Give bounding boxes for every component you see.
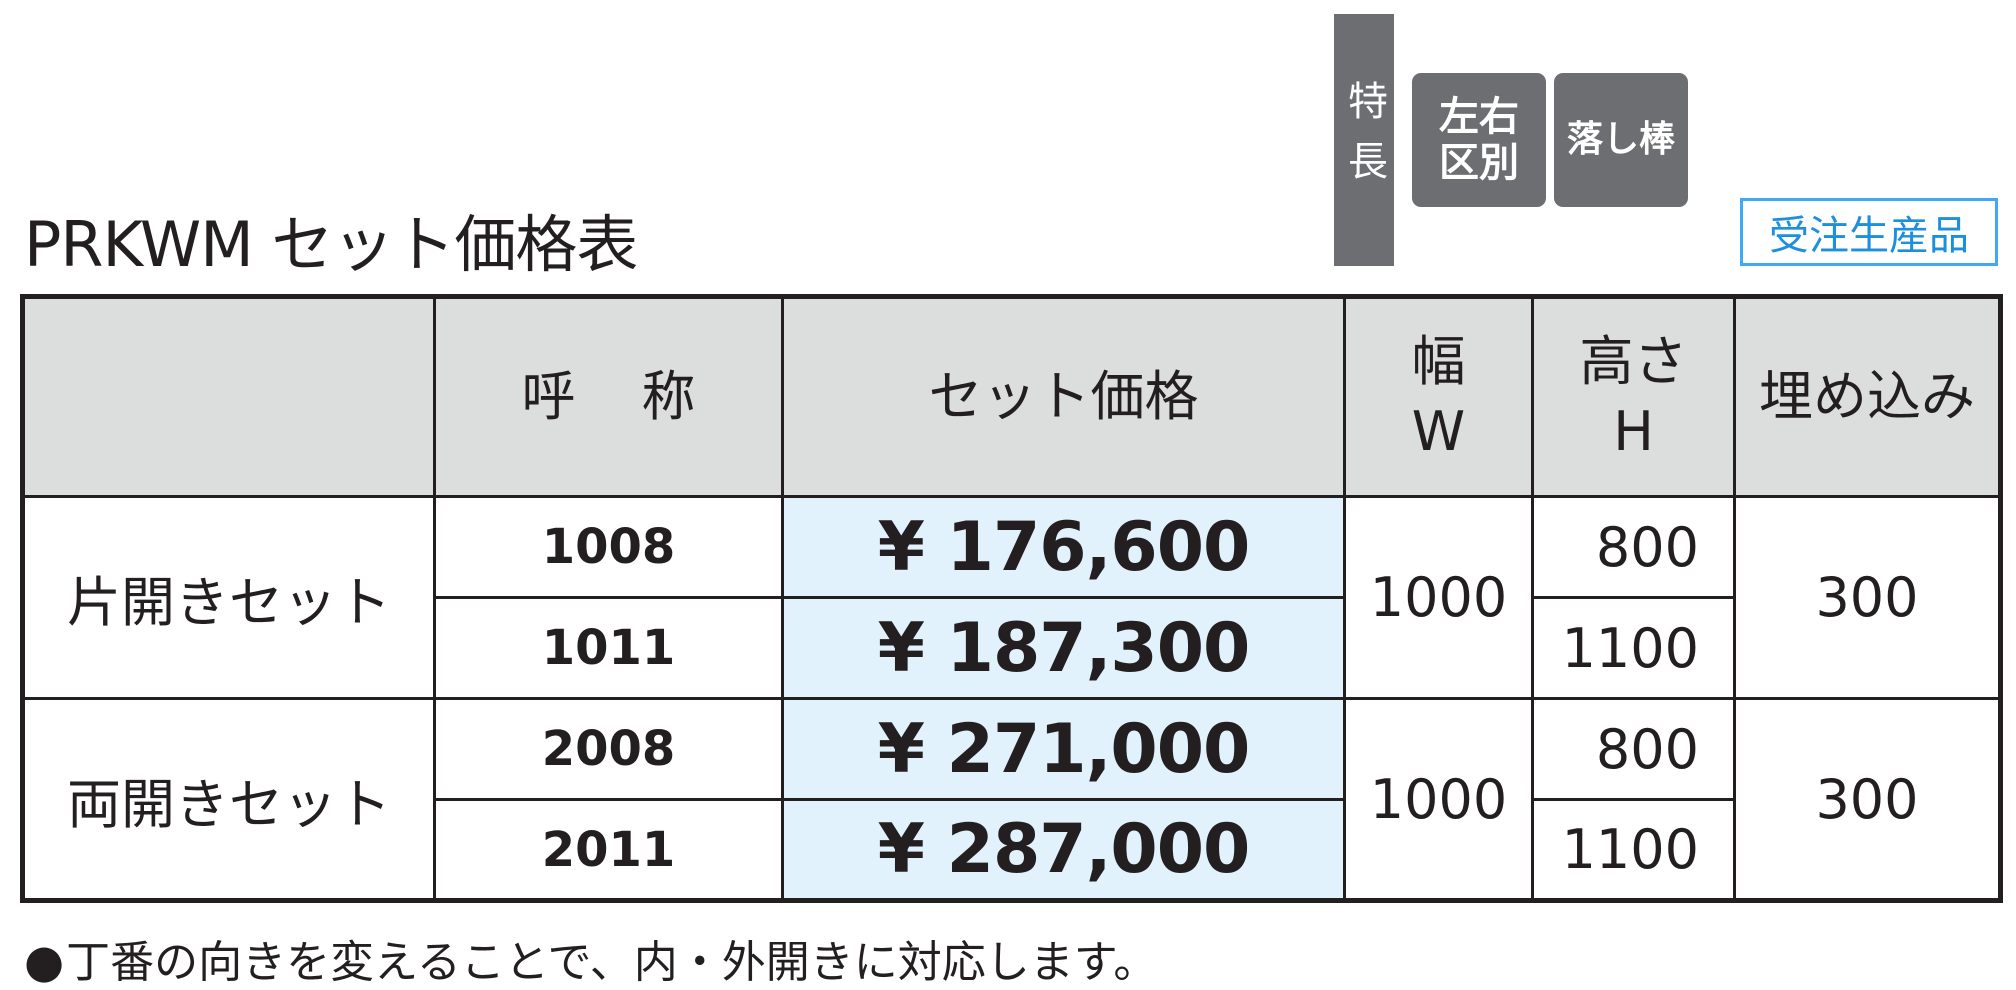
set-price: ¥ 176,600	[781, 495, 1346, 599]
feature-label: 特長	[1334, 14, 1394, 266]
set-price: ¥ 271,000	[781, 697, 1346, 801]
bullet-icon: ●	[24, 934, 65, 988]
header-height-symbol: H	[1613, 400, 1654, 463]
footnote: ●丁番の向きを変えることで、内・外開きに対応します。	[24, 926, 1157, 990]
header-price: セット価格	[781, 295, 1346, 498]
model-name: 1011	[433, 596, 784, 700]
height-value: 1100	[1531, 798, 1736, 902]
header-name: 呼称	[433, 295, 784, 498]
left-right-badge-label: 左右区別	[1439, 94, 1519, 186]
page-title: PRKWM セット価格表	[24, 208, 638, 281]
header-height-label: 高さ	[1579, 330, 1688, 393]
height-value: 800	[1531, 697, 1736, 801]
embed-value: 300	[1733, 495, 2002, 700]
set-price: ¥ 287,000	[781, 798, 1346, 902]
model-name: 2008	[433, 697, 784, 801]
header-width-label: 幅	[1411, 330, 1466, 393]
group-label: 両開きセット	[21, 697, 436, 902]
header-width-symbol: W	[1411, 400, 1466, 463]
header-empty-cell	[21, 295, 436, 498]
width-value: 1000	[1343, 495, 1534, 700]
table-row: 2011 ¥ 287,000 1100	[23, 798, 2001, 902]
height-value: 1100	[1531, 596, 1736, 700]
drop-bar-badge: 落し棒	[1554, 73, 1688, 207]
table-row: 片開きセット 1008 ¥ 176,600 1000 800 300	[21, 495, 2002, 700]
table-header-row: 呼称 セット価格 幅 W 高さ H 埋め込み	[21, 295, 2002, 498]
set-price: ¥ 187,300	[781, 596, 1346, 700]
made-to-order-badge: 受注生産品	[1740, 198, 1998, 266]
table-row: 両開きセット 2008 ¥ 271,000 1000 800 300	[21, 697, 2002, 902]
width-value: 1000	[1343, 697, 1534, 902]
drop-bar-badge-label: 落し棒	[1566, 119, 1675, 160]
price-table: 呼称 セット価格 幅 W 高さ H 埋め込み 片開きセット 1008 ¥ 176…	[20, 294, 2003, 903]
header-width: 幅 W	[1343, 295, 1534, 498]
footnote-text: 丁番の向きを変えることで、内・外開きに対応します。	[66, 937, 1158, 988]
model-name: 1008	[433, 495, 784, 599]
header-height: 高さ H	[1531, 295, 1736, 498]
embed-value: 300	[1733, 697, 2002, 902]
header-embed: 埋め込み	[1733, 295, 2002, 498]
left-right-badge: 左右区別	[1412, 73, 1546, 207]
table-row: 1011 ¥ 187,300 1100	[23, 596, 2001, 700]
height-value: 800	[1531, 495, 1736, 599]
group-label: 片開きセット	[21, 495, 436, 700]
model-name: 2011	[433, 798, 784, 902]
